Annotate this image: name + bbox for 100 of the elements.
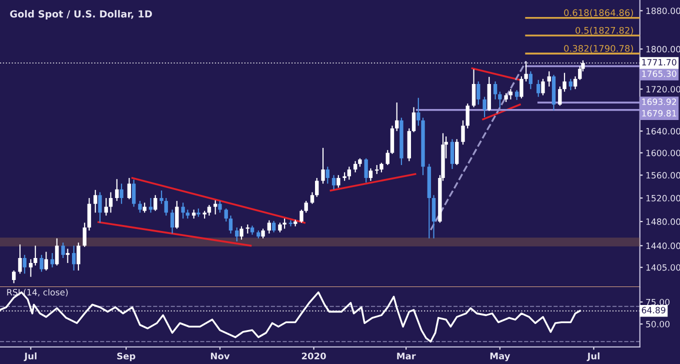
candlestick [55,238,59,266]
candlestick [138,200,142,214]
candlestick [98,192,102,224]
data-label: 1693.92 [642,98,676,106]
candlestick [562,72,566,92]
candlestick [568,78,573,91]
candlestick [40,254,44,272]
candlestick [94,189,98,214]
candlestick [170,209,174,234]
candlestick [321,147,325,184]
candlestick [154,194,158,212]
x-tick-label: Jul [24,352,36,362]
ref-line-label: 1771.70 [642,58,676,66]
annotation: 0.382(1790.78) [564,44,633,53]
candlestick [44,251,48,272]
ref-line-label: 64.89 [642,306,666,314]
candlestick [326,166,330,184]
candlestick [412,106,416,133]
candlestick [267,220,272,234]
candlestick [235,226,239,242]
candlestick [61,242,65,259]
y-tick-label: 1405.00 [646,264,680,271]
candlestick [120,183,124,204]
candlestick [498,91,502,108]
y-tick-label: 1440.00 [646,242,680,250]
y-tick-label: 1880.00 [646,8,680,14]
candlestick [528,70,533,90]
candlestick [127,177,132,200]
x-tick-label: Mar [397,352,416,360]
candlestick [450,138,454,170]
candlestick [272,220,276,233]
candlestick [310,192,314,204]
candlestick [50,252,54,268]
candlestick [278,222,282,233]
candlestick [461,120,465,146]
candlestick [514,90,519,100]
candlestick [240,226,244,240]
x-tick-label: Jul [586,352,600,362]
candlestick [228,215,233,234]
candlestick [364,158,368,184]
y-tick-label: 1720.00 [646,86,680,92]
candlestick [224,208,228,222]
candlestick [87,197,92,232]
candlestick [493,80,498,100]
y-tick-label: 1520.00 [646,194,680,202]
candlestick [22,254,26,274]
y-tick-label: 50.00 [646,320,670,328]
candlestick [315,177,319,198]
candlestick [304,200,308,214]
candlestick [34,245,38,266]
candlestick [132,179,136,208]
candlestick [536,79,540,98]
x-tick-label: May [490,352,510,362]
candlestick [386,150,390,166]
candlestick [218,200,222,214]
candlestick [347,166,352,180]
annotation: RSI (14, close) [7,288,68,296]
candlestick [175,200,179,230]
candlestick [395,102,399,132]
candlestick [142,202,146,214]
candlestick [508,88,513,100]
candlestick [454,138,459,166]
candlestick [368,168,373,182]
candlestick [18,244,22,274]
candlestick [108,192,113,214]
y-tick-label: 1480.00 [646,218,680,225]
candlestick [558,86,562,106]
y-tick-label: 75.00 [646,298,670,306]
y-tick-label: 1560.00 [646,172,680,179]
candlestick [472,68,476,108]
annotation: 0.618(1864.86) [564,9,633,18]
candlestick [482,96,486,118]
annotation: 0.5(1827.82) [576,26,633,35]
candlestick [115,178,119,202]
candlestick [214,200,218,215]
candlestick [160,190,164,204]
candlestick [332,174,336,190]
text: Gold Spot / U.S. Dollar, 1D [10,10,152,20]
candlestick [261,228,265,239]
x-tick-label: Nov [210,352,230,360]
y-tick-label: 1800.00 [646,46,680,52]
candlestick [541,78,545,96]
candlestick [76,242,80,272]
x-tick-label: Sep [117,352,136,362]
candlestick [520,76,524,99]
candlestick [476,80,480,106]
candlestick [82,222,86,248]
candlestick [164,197,168,216]
candlestick [250,225,254,236]
candlestick [573,76,578,90]
candlestick [72,245,76,272]
candlestick [336,174,340,188]
candlestick [380,162,384,173]
candlestick [288,220,293,227]
y-tick-label: 1600.00 [646,150,680,156]
candlestick [547,70,551,88]
candlestick [353,160,358,173]
candlestick [432,194,436,239]
data-label: 1765.30 [642,70,676,77]
x-tick-label: 2020 [302,352,326,360]
